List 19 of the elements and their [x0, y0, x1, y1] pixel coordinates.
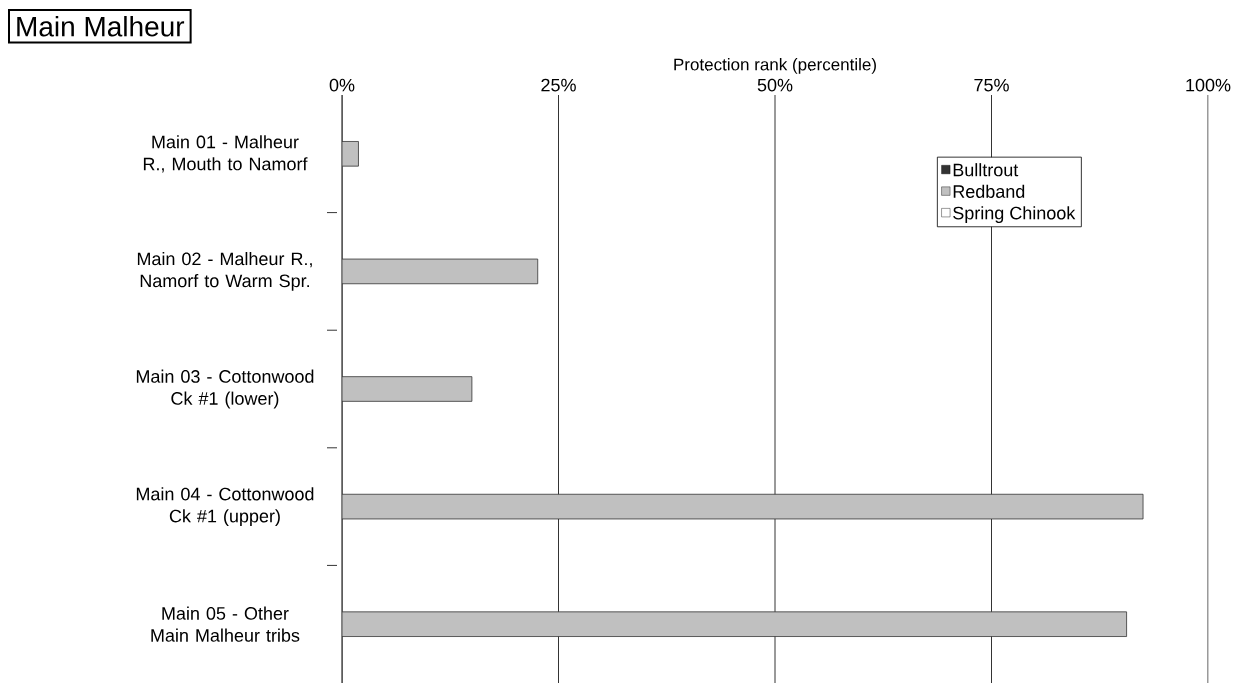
x-tick-label: 0% [329, 78, 355, 92]
y-tick-label: Main 01 - Malheur R., Mouth to Namorf [143, 135, 308, 173]
bar [342, 611, 1128, 637]
x-tick-label: 75% [974, 78, 1009, 92]
y-tick-label: Main 05 - Other Main Malheur tribs [151, 606, 300, 642]
y-tick-label: Main 02 - Malheur R., Namorf to Warm Spr. [137, 252, 312, 291]
x-tick-label: 100% [1186, 78, 1231, 92]
bar [342, 493, 1144, 520]
y-tick-label: Main 03 - Cottonwood Ck #1 (lower) [136, 369, 314, 409]
x-tick-label: 50% [757, 78, 793, 92]
text: Main Malheur [17, 16, 185, 37]
legend-label: Bulltrout [953, 163, 1019, 177]
legend-label: Spring Chinook [953, 206, 1076, 223]
bar [342, 258, 539, 285]
legend-label: Redband [953, 184, 1025, 198]
x-tick-label: 25% [541, 78, 576, 92]
x-axis-title: Protection rank (percentile) [674, 58, 876, 74]
bar [342, 376, 473, 402]
y-tick-label: Main 04 - Cottonwood Ck #1 (upper) [136, 487, 314, 526]
